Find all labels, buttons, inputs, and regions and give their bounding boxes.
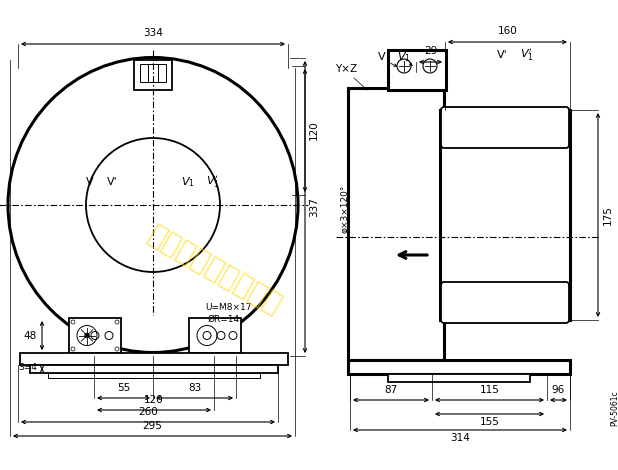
Text: 314: 314 [450, 433, 470, 443]
Text: 120: 120 [144, 395, 164, 405]
Circle shape [85, 334, 89, 337]
Bar [134, 60, 172, 90]
Text: ØR=14: ØR=14 [208, 315, 240, 324]
Text: Y×Z: Y×Z [335, 64, 357, 74]
Bar [189, 318, 241, 353]
Text: 北京美其尔机电设备: 北京美其尔机电设备 [143, 220, 287, 320]
Text: 295: 295 [143, 421, 163, 431]
Text: 175: 175 [603, 205, 613, 225]
Text: 48: 48 [23, 331, 37, 341]
Text: $V_1$: $V_1$ [397, 50, 411, 64]
Bar [348, 360, 570, 374]
Bar [388, 50, 446, 90]
FancyBboxPatch shape [441, 107, 569, 148]
Bar [440, 110, 570, 320]
Text: 334: 334 [143, 28, 163, 38]
Bar [69, 318, 121, 353]
Text: V: V [378, 52, 386, 62]
Text: 29: 29 [424, 46, 437, 56]
Text: 55: 55 [117, 383, 130, 393]
Text: 120: 120 [309, 121, 319, 141]
Text: $V_1$: $V_1$ [181, 175, 195, 189]
Text: 260: 260 [138, 407, 158, 417]
Bar [20, 353, 288, 365]
Text: V': V' [497, 50, 507, 60]
Text: 115: 115 [480, 385, 500, 395]
Text: V: V [86, 177, 94, 187]
Text: $V_1'$: $V_1'$ [520, 47, 534, 63]
Bar [48, 373, 260, 378]
Text: 155: 155 [480, 417, 500, 427]
Text: 160: 160 [497, 26, 517, 36]
Text: $V_1'$: $V_1'$ [206, 174, 220, 190]
Text: V': V' [107, 177, 117, 187]
Text: 96: 96 [551, 385, 565, 395]
Text: S=4: S=4 [18, 363, 37, 373]
Text: 87: 87 [384, 385, 397, 395]
Bar [348, 88, 444, 360]
Bar [30, 365, 278, 373]
Text: 337: 337 [309, 197, 319, 217]
FancyBboxPatch shape [441, 282, 569, 323]
Text: 83: 83 [188, 383, 201, 393]
Text: φ×3×120°: φ×3×120° [341, 185, 350, 234]
Bar [140, 64, 166, 82]
Text: U=M8×17: U=M8×17 [205, 303, 252, 312]
Text: PV-5061c: PV-5061c [610, 390, 618, 426]
Bar [388, 374, 530, 382]
